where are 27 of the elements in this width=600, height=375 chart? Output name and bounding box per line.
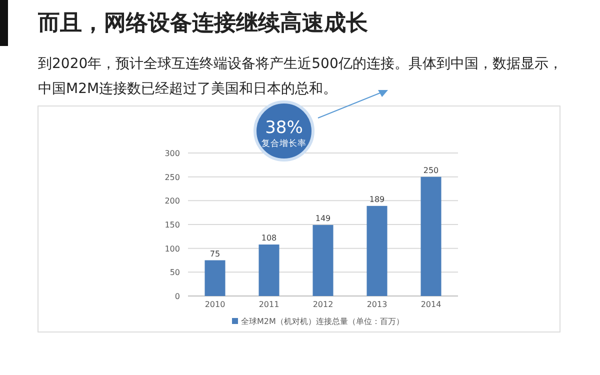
bar — [204, 260, 226, 296]
text: 复合增长率 — [262, 138, 306, 149]
bar — [366, 206, 388, 296]
y-tick-label: 50 — [170, 268, 180, 278]
bar — [420, 176, 442, 296]
data-label: 149 — [315, 214, 331, 223]
y-tick-label: 100 — [164, 244, 180, 254]
x-tick-label: 2010 — [204, 300, 226, 309]
bar — [312, 224, 334, 296]
data-label: 189 — [369, 194, 385, 204]
data-label: 250 — [423, 166, 439, 175]
chart-subtitle: 到2020年，预计全球互连终端设备将产生近500亿的连接。具体到中国，数据显示，中国M2M连接数已经超过了美国和日本的总和。 — [38, 56, 562, 97]
x-tick-label: 2011 — [258, 300, 280, 309]
data-label: 75 — [210, 249, 220, 258]
x-tick-label: 2012 — [312, 300, 334, 309]
y-tick-label: 300 — [164, 149, 180, 158]
x-tick-label: 2013 — [366, 300, 388, 309]
data-label: 108 — [261, 234, 277, 243]
chart-title: 而且，网络设备连接继续高速成长 — [37, 10, 369, 36]
text: 38% — [265, 118, 303, 138]
bar — [258, 244, 280, 296]
x-tick-label: 2014 — [420, 300, 442, 309]
y-tick-label: 150 — [164, 220, 180, 230]
legend-label: 全球M2M（机对机）连接总量（单位：百万） — [241, 317, 404, 326]
y-tick-label: 250 — [164, 172, 180, 182]
y-tick-label: 200 — [164, 196, 180, 206]
y-tick-label: 0 — [174, 292, 180, 301]
